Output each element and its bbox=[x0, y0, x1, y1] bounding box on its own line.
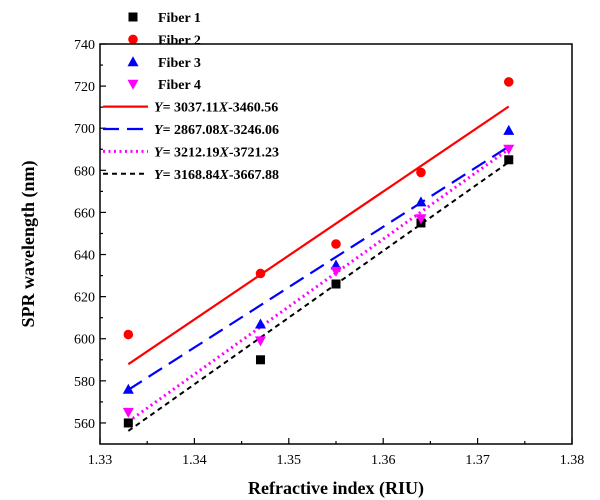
x-tick-label: 1.37 bbox=[465, 453, 490, 468]
data-point bbox=[331, 239, 341, 249]
y-tick-label: 560 bbox=[74, 417, 95, 432]
y-tick-label: 620 bbox=[74, 291, 95, 306]
data-point bbox=[415, 196, 427, 207]
legend-equation: Y= 2867.08X-3246.06 bbox=[154, 123, 279, 138]
legend-label: Fiber 1 bbox=[158, 11, 201, 26]
data-point bbox=[331, 279, 341, 289]
y-tick-label: 600 bbox=[74, 333, 95, 348]
data-point bbox=[416, 167, 426, 178]
y-axis-title: SPR wavelength (nm) bbox=[18, 161, 39, 328]
data-point bbox=[503, 77, 514, 87]
fit-lines bbox=[127, 105, 510, 432]
x-tick-label: 1.34 bbox=[182, 453, 207, 468]
data-point bbox=[415, 214, 427, 225]
data-point bbox=[255, 268, 266, 279]
legend-marker bbox=[128, 12, 138, 22]
data-point bbox=[254, 318, 266, 329]
legend-marker bbox=[127, 79, 139, 90]
legend-label: Fiber 3 bbox=[158, 56, 201, 71]
fit-line bbox=[127, 147, 510, 423]
legend-marker bbox=[127, 56, 139, 67]
x-tick-label: 1.38 bbox=[560, 453, 585, 468]
data-point bbox=[504, 155, 514, 165]
y-tick-label: 740 bbox=[74, 38, 95, 53]
legend-equation: Y= 3212.19X-3721.23 bbox=[154, 145, 279, 160]
data-point bbox=[123, 418, 133, 428]
fit-line bbox=[127, 105, 510, 366]
y-tick-label: 700 bbox=[74, 122, 95, 137]
legend-equation: Y= 3168.84X-3667.88 bbox=[154, 168, 279, 183]
y-tick-label: 680 bbox=[74, 164, 95, 179]
data-point bbox=[255, 355, 265, 365]
legend-label: Fiber 4 bbox=[158, 78, 201, 93]
x-tick-label: 1.35 bbox=[277, 453, 302, 468]
x-tick-label: 1.33 bbox=[88, 453, 113, 468]
data-point bbox=[330, 266, 342, 277]
legend-equation: Y= 3037.11X-3460.56 bbox=[154, 101, 278, 116]
y-tick-label: 720 bbox=[74, 80, 95, 95]
y-tick-label: 640 bbox=[74, 249, 95, 264]
plot-frame bbox=[99, 43, 573, 445]
y-tick-label: 580 bbox=[74, 375, 95, 390]
data-point bbox=[503, 124, 515, 135]
x-axis-title: Refractive index (RIU) bbox=[248, 478, 424, 499]
y-tick-label: 660 bbox=[74, 206, 95, 221]
ticks-layer: 1.33 1.34 1.35 1.36 1.37 1.38 560 580 600 620 640 6… bbox=[74, 38, 584, 468]
legend: Fiber 1 Fiber 2 Fiber 3 Fiber 4 Y= 3037.11X-… bbox=[103, 11, 279, 183]
legend-marker bbox=[128, 34, 138, 45]
legend-label: Fiber 2 bbox=[158, 33, 201, 48]
data-points bbox=[122, 77, 515, 428]
data-point bbox=[503, 144, 515, 155]
data-point bbox=[122, 407, 134, 418]
data-point bbox=[123, 329, 134, 340]
data-point bbox=[122, 383, 134, 394]
data-point bbox=[254, 336, 266, 347]
fit-line bbox=[127, 161, 510, 432]
x-tick-label: 1.36 bbox=[371, 453, 396, 468]
fit-line bbox=[127, 145, 510, 391]
